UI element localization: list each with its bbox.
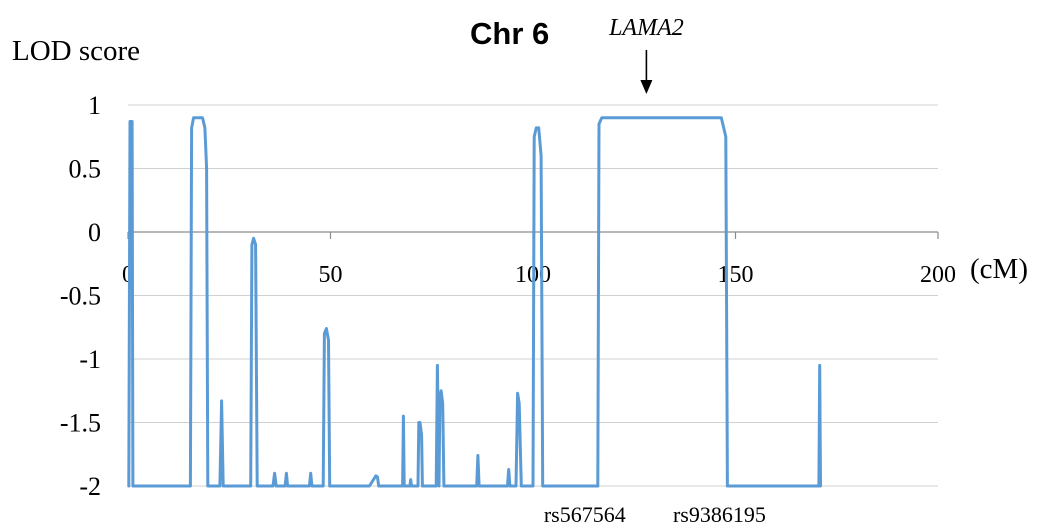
y-tick-label: -2	[79, 472, 101, 501]
down-arrow-icon	[640, 50, 653, 94]
y-tick-label: -1	[79, 345, 101, 374]
y-tick-label: -1.5	[60, 409, 101, 438]
marker-label-left: rs567564	[544, 502, 626, 527]
lod-score-line	[127, 116, 822, 488]
x-tick-label: 150	[718, 262, 754, 288]
y-axis-tick-labels: 1 0.5 0 -0.5 -1 -1.5 -2	[60, 91, 101, 501]
x-tick-label: 50	[319, 262, 343, 288]
gene-annotation-label: LAMA2	[608, 15, 684, 41]
marker-label-right: rs9386195	[673, 502, 766, 527]
y-tick-label: 1	[88, 91, 101, 120]
y-tick-label: 0	[88, 218, 101, 247]
chart-title: Chr 6	[470, 16, 549, 51]
x-tick-label: 200	[920, 262, 956, 288]
y-tick-label: 0.5	[69, 155, 102, 184]
x-axis-unit-label: (cM)	[970, 253, 1028, 285]
y-axis-label: LOD score	[12, 35, 140, 67]
y-tick-label: -0.5	[60, 282, 101, 311]
x-axis-tick-labels: 0 50 100 150 200	[122, 262, 956, 288]
